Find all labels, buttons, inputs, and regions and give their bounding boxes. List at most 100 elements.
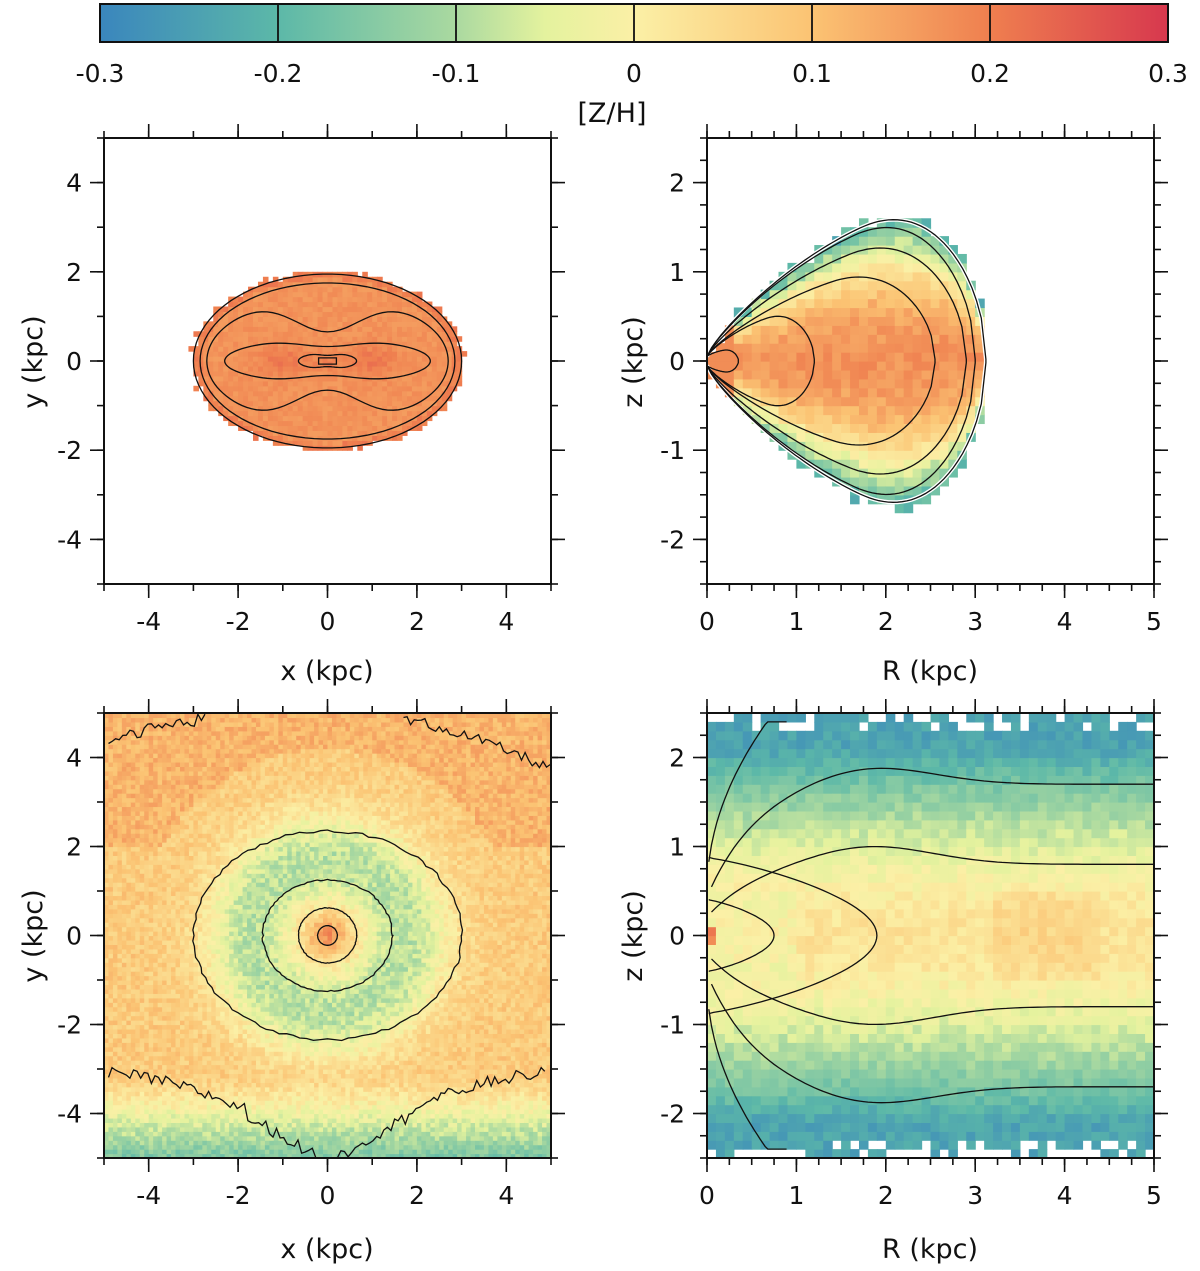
heatmap-cell — [104, 1100, 110, 1106]
heatmap-cell — [317, 301, 324, 308]
heatmap-cell — [446, 395, 453, 402]
heatmap-cell — [197, 855, 203, 861]
heatmap-cell — [144, 1144, 150, 1150]
heatmap-cell — [292, 326, 299, 332]
heatmap-cell — [206, 1024, 212, 1030]
heatmap-cell — [208, 365, 214, 372]
heatmap-cell — [267, 420, 274, 427]
heatmap-cell — [823, 289, 833, 300]
heatmap-cell — [211, 815, 217, 821]
heatmap-cell — [867, 414, 878, 425]
heatmap-cell — [121, 1086, 127, 1092]
heatmap-cell — [193, 899, 199, 905]
heatmap-cell — [121, 761, 127, 767]
heatmap-cell — [157, 944, 163, 950]
heatmap-cell — [312, 336, 319, 342]
heatmap-cell — [179, 908, 186, 914]
heatmap-cell — [188, 939, 194, 945]
heatmap-cell — [921, 289, 932, 300]
heatmap-cell — [157, 931, 163, 937]
heatmap-cell — [153, 988, 159, 994]
heatmap-cell — [153, 913, 159, 919]
heatmap-cell — [117, 1073, 123, 1079]
heatmap-cell — [367, 385, 373, 392]
heatmap-cell — [171, 899, 177, 905]
heatmap-cell — [139, 922, 145, 928]
heatmap-cell — [751, 334, 762, 344]
heatmap-cell — [814, 253, 824, 264]
heatmap-cell — [179, 975, 186, 981]
heatmap-cell — [139, 802, 145, 808]
heatmap-cell — [760, 316, 771, 326]
heatmap-cell — [327, 370, 334, 377]
heatmap-cell — [135, 753, 141, 759]
heatmap-cell — [179, 913, 186, 919]
heatmap-cell — [162, 753, 168, 759]
heatmap-cell — [282, 331, 289, 337]
heatmap-cell — [144, 788, 150, 794]
heatmap-cell — [243, 351, 249, 357]
heatmap-cell — [921, 316, 932, 326]
heatmap-cell — [144, 859, 150, 865]
heatmap-cell — [171, 988, 177, 994]
heatmap-cell — [218, 331, 224, 337]
heatmap-cell — [206, 1051, 212, 1057]
heatmap-cell — [327, 346, 334, 352]
heatmap-cell — [372, 356, 378, 362]
heatmap-cell — [912, 405, 923, 416]
heatmap-cell — [858, 316, 869, 326]
heatmap-cell — [121, 962, 127, 968]
heatmap-cell — [148, 1055, 154, 1061]
heatmap-cell — [153, 846, 159, 852]
heatmap-cell — [287, 326, 294, 332]
heatmap-cell — [135, 868, 141, 874]
heatmap-cell — [206, 1046, 212, 1052]
heatmap-cell — [139, 993, 145, 999]
heatmap-cell — [139, 788, 145, 794]
heatmap-cell — [166, 1024, 172, 1030]
heatmap-cell — [841, 476, 851, 487]
heatmap-cell — [312, 361, 319, 367]
heatmap-cell — [188, 779, 194, 785]
heatmap-cell — [184, 1024, 190, 1030]
heatmap-cell — [126, 824, 132, 830]
heatmap-cell — [218, 351, 224, 357]
heatmap-cell — [327, 336, 334, 342]
heatmap-cell — [257, 400, 264, 407]
heatmap-cell — [162, 1015, 168, 1021]
heatmap-cell — [126, 837, 132, 843]
heatmap-cell — [206, 868, 212, 874]
heatmap-cell — [139, 1135, 145, 1141]
heatmap-cell — [126, 899, 132, 905]
heatmap-cell — [302, 390, 309, 397]
heatmap-cell — [202, 957, 208, 963]
heatmap-cell — [157, 1126, 163, 1132]
heatmap-cell — [144, 886, 150, 892]
heatmap-cell — [184, 744, 190, 750]
heatmap-cell — [253, 291, 259, 298]
heatmap-cell — [126, 980, 132, 986]
heatmap-cell — [135, 1113, 141, 1119]
heatmap-cell — [233, 380, 239, 387]
heatmap-cell — [193, 877, 199, 883]
heatmap-cell — [144, 1028, 150, 1034]
heatmap-cell — [850, 253, 860, 264]
heatmap-cell — [162, 1064, 168, 1070]
heatmap-cell — [197, 726, 203, 732]
heatmap-cell — [175, 1064, 181, 1070]
heatmap-cell — [148, 877, 154, 883]
heatmap-cell — [144, 891, 150, 897]
heatmap-cell — [126, 1131, 132, 1137]
heatmap-cell — [903, 289, 914, 300]
heatmap-cell — [307, 361, 314, 367]
heatmap-cell — [144, 802, 150, 808]
heatmap-cell — [211, 997, 217, 1003]
heatmap-cell — [108, 810, 114, 816]
y-tick-label: 1 — [669, 258, 685, 287]
heatmap-cell — [166, 855, 172, 861]
heatmap-cell — [162, 855, 168, 861]
heatmap-cell — [184, 1042, 190, 1048]
heatmap-cell — [188, 744, 194, 750]
heatmap-cell — [211, 770, 217, 776]
heatmap-cell — [117, 837, 123, 843]
